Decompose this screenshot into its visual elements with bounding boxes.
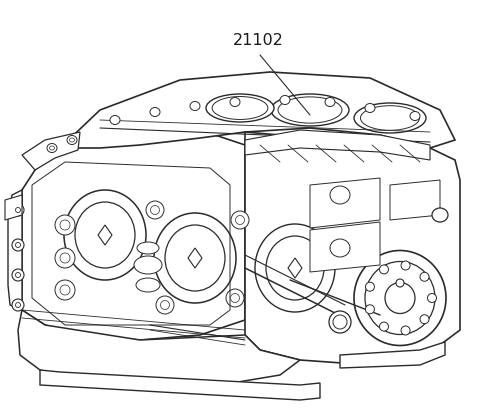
Ellipse shape — [266, 236, 324, 300]
Ellipse shape — [60, 220, 70, 230]
Polygon shape — [245, 132, 460, 365]
Ellipse shape — [160, 301, 169, 309]
Ellipse shape — [165, 225, 225, 291]
Ellipse shape — [401, 326, 410, 335]
Ellipse shape — [333, 315, 347, 329]
Ellipse shape — [231, 211, 249, 229]
Polygon shape — [390, 180, 440, 220]
Ellipse shape — [55, 280, 75, 300]
Ellipse shape — [75, 202, 135, 268]
Ellipse shape — [432, 208, 448, 222]
Ellipse shape — [70, 138, 74, 142]
Ellipse shape — [64, 190, 146, 280]
Ellipse shape — [329, 311, 351, 333]
Polygon shape — [40, 370, 320, 400]
Polygon shape — [340, 342, 445, 368]
Ellipse shape — [236, 216, 244, 224]
Ellipse shape — [330, 239, 350, 257]
Ellipse shape — [255, 224, 335, 312]
Text: 21102: 21102 — [233, 33, 283, 48]
Ellipse shape — [354, 251, 446, 346]
Ellipse shape — [230, 294, 240, 302]
Ellipse shape — [110, 116, 120, 125]
Ellipse shape — [15, 272, 21, 277]
Ellipse shape — [55, 215, 75, 235]
Ellipse shape — [212, 96, 268, 120]
Ellipse shape — [55, 248, 75, 268]
Ellipse shape — [396, 279, 404, 287]
Polygon shape — [60, 72, 455, 148]
Polygon shape — [18, 310, 300, 385]
Ellipse shape — [15, 243, 21, 248]
Polygon shape — [5, 195, 22, 220]
Ellipse shape — [12, 269, 24, 281]
Polygon shape — [8, 190, 22, 310]
Ellipse shape — [12, 239, 24, 251]
Polygon shape — [310, 222, 380, 272]
Ellipse shape — [380, 265, 388, 274]
Ellipse shape — [401, 261, 410, 270]
Ellipse shape — [137, 242, 159, 254]
Ellipse shape — [154, 213, 236, 303]
Ellipse shape — [190, 101, 200, 111]
Ellipse shape — [60, 285, 70, 295]
Ellipse shape — [280, 95, 290, 105]
Ellipse shape — [278, 97, 342, 123]
Ellipse shape — [365, 282, 374, 291]
Ellipse shape — [428, 294, 436, 302]
Ellipse shape — [330, 186, 350, 204]
Ellipse shape — [150, 108, 160, 116]
Ellipse shape — [365, 103, 375, 113]
Ellipse shape — [151, 206, 159, 214]
Ellipse shape — [206, 94, 274, 122]
Ellipse shape — [420, 272, 429, 281]
Ellipse shape — [60, 253, 70, 263]
Polygon shape — [310, 178, 380, 228]
Ellipse shape — [12, 204, 24, 216]
Ellipse shape — [136, 278, 160, 292]
Ellipse shape — [156, 296, 174, 314]
Ellipse shape — [325, 98, 335, 106]
Ellipse shape — [67, 136, 77, 145]
Ellipse shape — [226, 289, 244, 307]
Ellipse shape — [365, 305, 374, 314]
Ellipse shape — [230, 98, 240, 106]
Polygon shape — [22, 128, 245, 340]
Ellipse shape — [380, 322, 388, 331]
Ellipse shape — [271, 94, 349, 126]
Ellipse shape — [146, 201, 164, 219]
Ellipse shape — [365, 261, 435, 334]
Ellipse shape — [410, 111, 420, 121]
Ellipse shape — [354, 103, 426, 133]
Polygon shape — [22, 132, 80, 170]
Ellipse shape — [360, 106, 420, 130]
Polygon shape — [245, 130, 430, 160]
Ellipse shape — [134, 256, 162, 274]
Ellipse shape — [47, 143, 57, 153]
Ellipse shape — [15, 302, 21, 307]
Ellipse shape — [385, 282, 415, 314]
Ellipse shape — [15, 208, 21, 213]
Ellipse shape — [12, 299, 24, 311]
Ellipse shape — [49, 146, 55, 150]
Ellipse shape — [420, 315, 429, 324]
